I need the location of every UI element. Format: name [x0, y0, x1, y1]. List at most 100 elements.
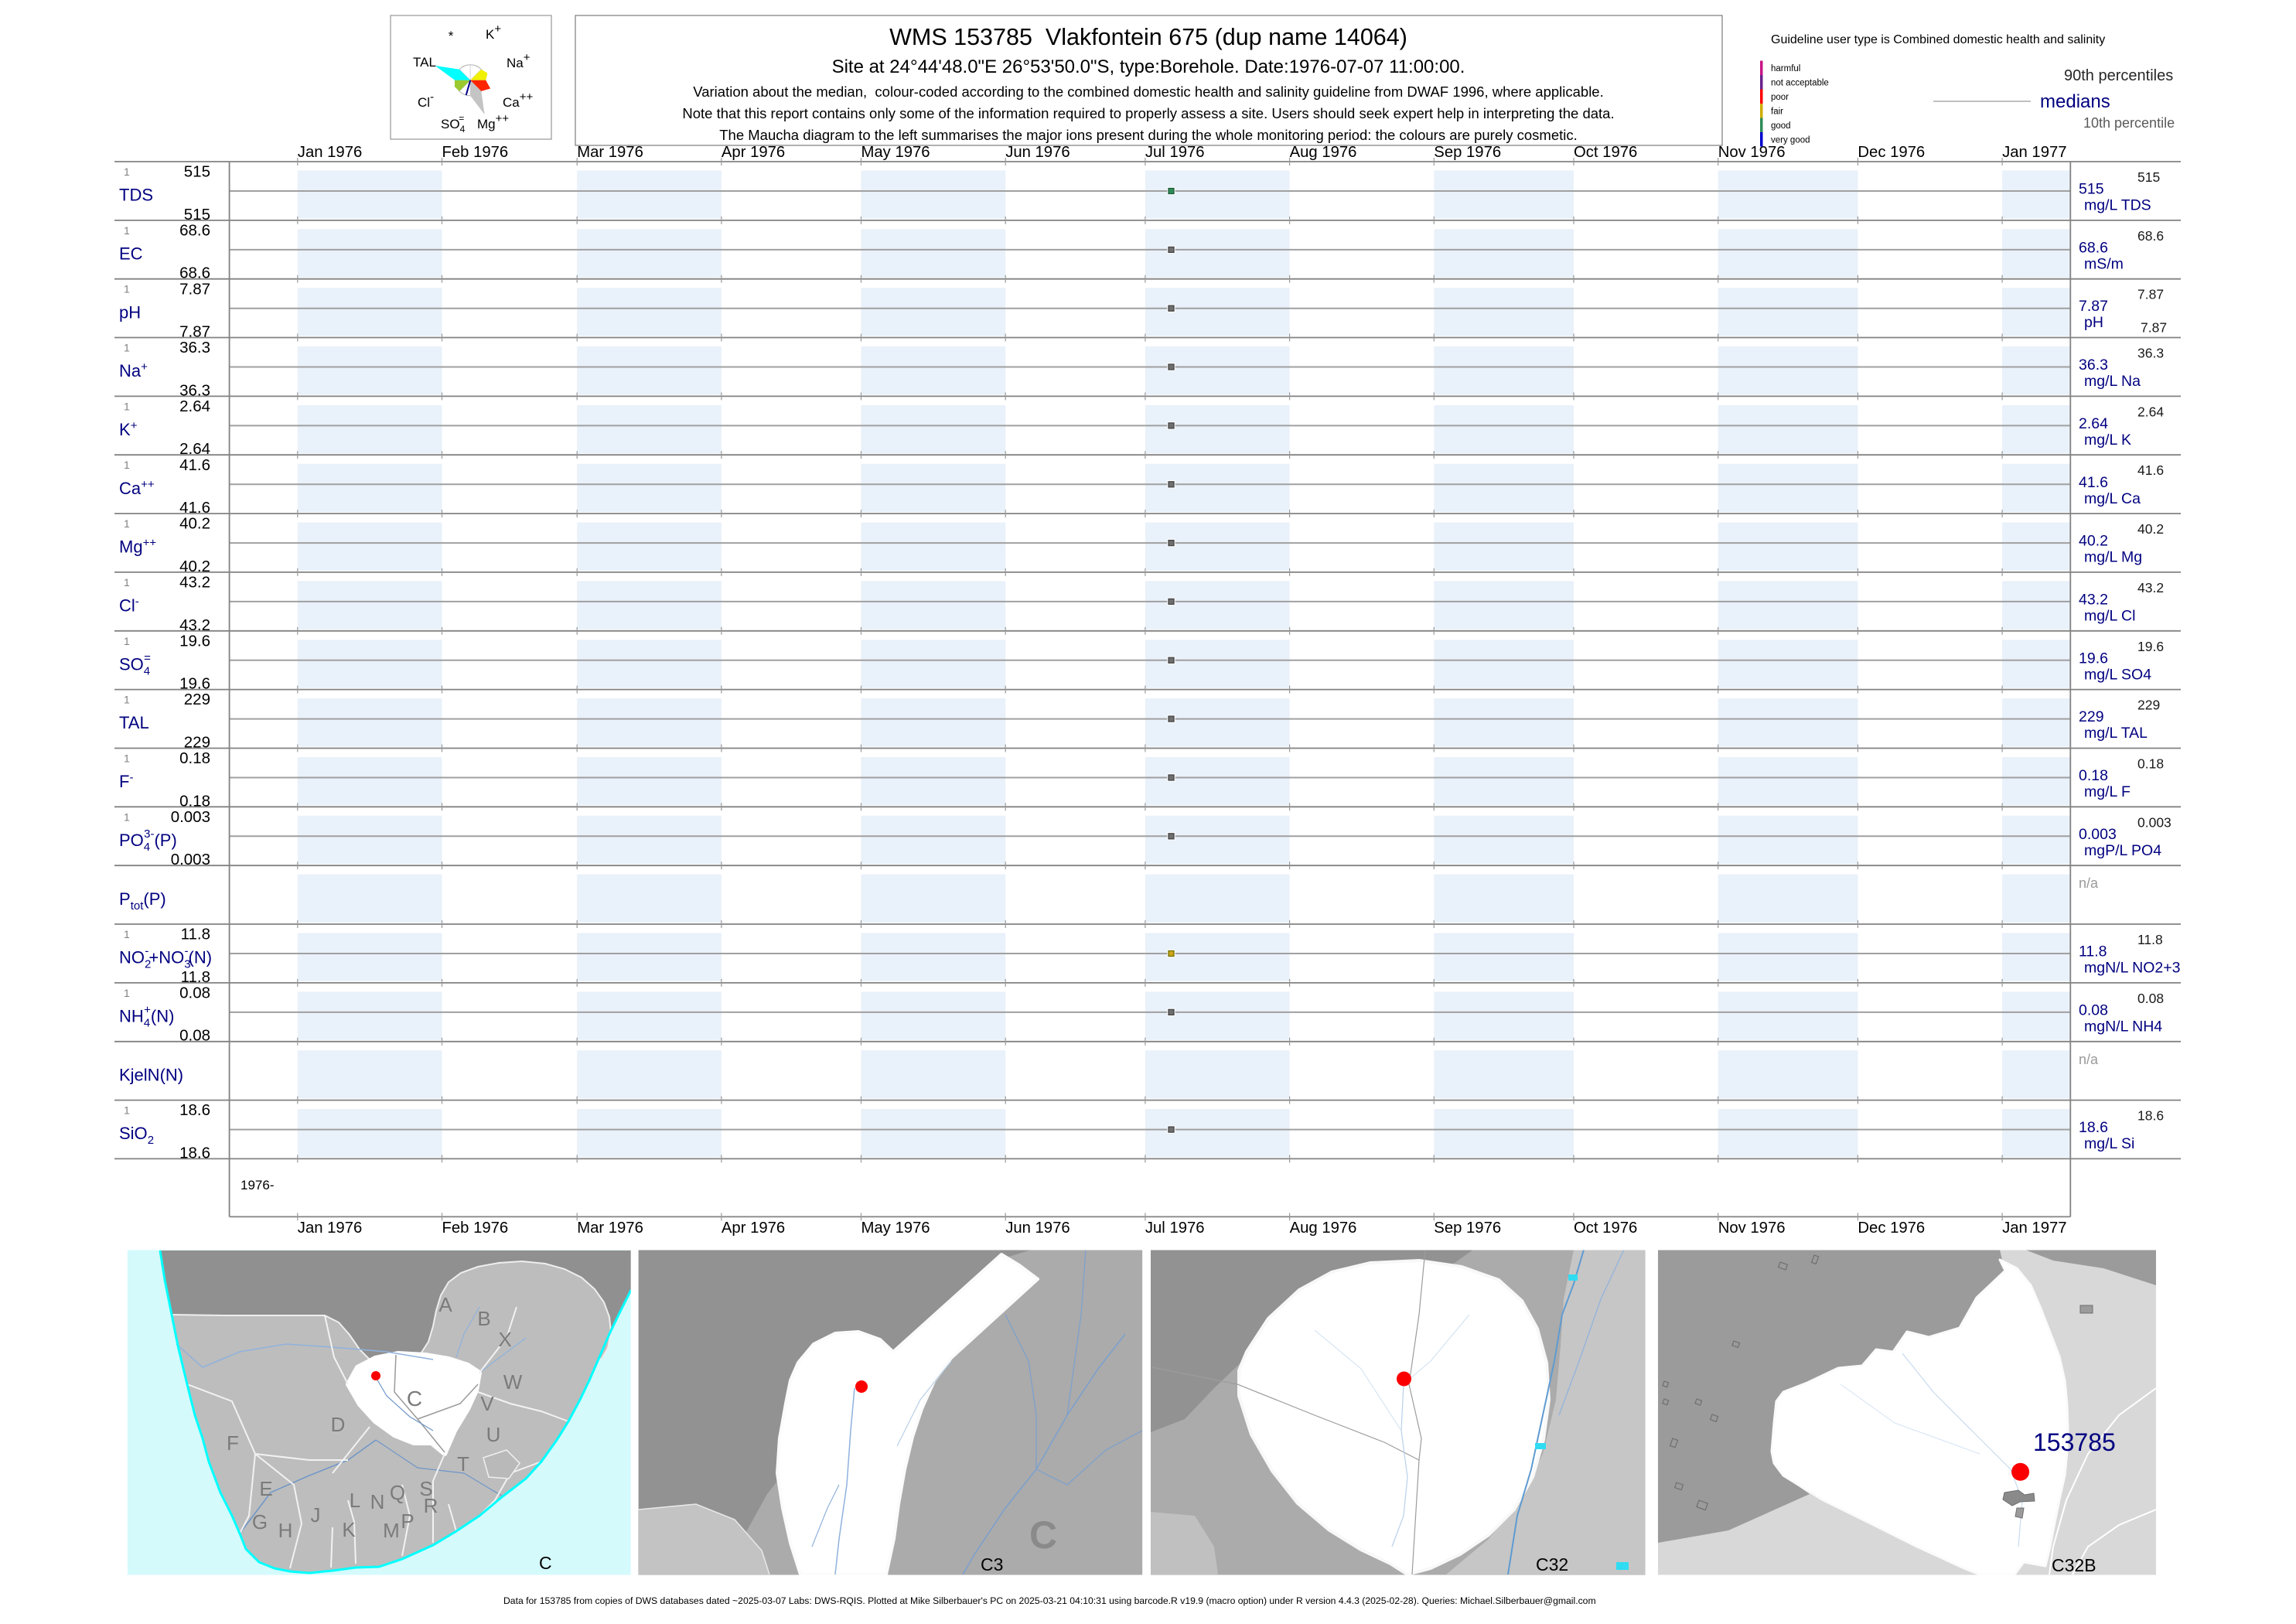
svg-text:TAL: TAL: [413, 55, 436, 70]
svg-text:2.64: 2.64: [179, 397, 210, 415]
svg-text:0.003: 0.003: [171, 808, 210, 826]
svg-text:11.8: 11.8: [2137, 932, 2163, 947]
svg-text:NO2-​+NO3-​(N): NO2-​+NO3-​(N): [119, 945, 212, 971]
svg-text:mg/L K: mg/L K: [2084, 432, 2131, 449]
svg-text:EC: EC: [119, 244, 143, 264]
svg-text:mg/L SO4: mg/L SO4: [2084, 666, 2151, 683]
svg-text:not acceptable: not acceptable: [1771, 78, 1829, 87]
svg-text:1: 1: [124, 517, 130, 530]
svg-text:43.2: 43.2: [2079, 591, 2108, 608]
svg-text:W: W: [503, 1370, 523, 1394]
svg-text:43.2: 43.2: [2137, 580, 2164, 595]
svg-text:very good: very good: [1771, 135, 1810, 145]
svg-text:Jan 1976: Jan 1976: [298, 144, 362, 161]
svg-text:36.3: 36.3: [2137, 346, 2164, 361]
svg-text:Feb 1976: Feb 1976: [442, 144, 509, 161]
svg-text:68.6: 68.6: [179, 264, 210, 282]
svg-text:Q: Q: [390, 1481, 405, 1504]
svg-text:Nov 1976: Nov 1976: [1718, 1220, 1786, 1237]
svg-text:H: H: [278, 1519, 293, 1542]
svg-text:18.6: 18.6: [2137, 1108, 2164, 1124]
svg-text:1: 1: [124, 400, 130, 412]
svg-text:18.6: 18.6: [2079, 1119, 2108, 1136]
svg-text:7.87: 7.87: [2079, 298, 2108, 315]
svg-text:515: 515: [2137, 169, 2160, 185]
svg-text:0.003: 0.003: [2079, 826, 2117, 843]
svg-text:19.6: 19.6: [2079, 650, 2108, 667]
svg-text:mgN/L NH4: mgN/L NH4: [2084, 1018, 2162, 1035]
svg-text:229: 229: [2079, 708, 2104, 725]
svg-text:Jan 1977: Jan 1977: [2002, 1220, 2066, 1237]
svg-text:19.6: 19.6: [179, 675, 210, 693]
svg-text:Cl-: Cl-: [418, 90, 434, 110]
svg-text:n/a: n/a: [2079, 875, 2099, 891]
svg-text:40.2: 40.2: [179, 515, 210, 533]
svg-text:Jan 1976: Jan 1976: [298, 1220, 362, 1237]
svg-text:Oct 1976: Oct 1976: [1574, 144, 1637, 161]
svg-text:mgP/L PO4: mgP/L PO4: [2084, 842, 2161, 859]
svg-text:medians: medians: [2040, 91, 2110, 112]
svg-text:P: P: [401, 1510, 414, 1533]
svg-text:Site at 24°44'48.0"E 26°53'50.: Site at 24°44'48.0"E 26°53'50.0"S, type:…: [832, 56, 1465, 77]
svg-text:7.87: 7.87: [2137, 287, 2164, 302]
svg-text:2.64: 2.64: [2137, 404, 2164, 419]
svg-text:K: K: [342, 1518, 356, 1541]
svg-text:7.87: 7.87: [179, 323, 210, 341]
svg-text:TDS: TDS: [119, 186, 153, 205]
svg-text:C32: C32: [1536, 1554, 1568, 1575]
svg-text:11.8: 11.8: [181, 968, 210, 986]
svg-text:N: N: [370, 1490, 385, 1513]
svg-text:U: U: [486, 1423, 501, 1446]
svg-text:68.6: 68.6: [179, 222, 210, 240]
svg-text:good: good: [1771, 121, 1791, 131]
svg-text:pH: pH: [119, 302, 141, 322]
svg-text:7.87: 7.87: [179, 280, 210, 298]
svg-text:mg/L F: mg/L F: [2084, 783, 2131, 800]
svg-text:PO43-​(P): PO43-​(P): [119, 827, 177, 854]
svg-text:41.6: 41.6: [179, 456, 210, 474]
svg-text:229: 229: [2137, 698, 2160, 713]
svg-text:Jun 1976: Jun 1976: [1005, 144, 1070, 161]
svg-text:*: *: [449, 29, 454, 43]
svg-text:mg/L TDS: mg/L TDS: [2084, 197, 2151, 214]
svg-text:D: D: [331, 1413, 346, 1436]
svg-text:The Maucha diagram to the left: The Maucha diagram to the left summarise…: [719, 127, 1578, 143]
svg-text:C32B: C32B: [2052, 1555, 2096, 1575]
svg-text:0.08: 0.08: [179, 1027, 210, 1045]
svg-text:153785: 153785: [2033, 1428, 2116, 1456]
svg-text:36.3: 36.3: [2079, 357, 2108, 374]
svg-text:7.87: 7.87: [2141, 320, 2167, 336]
svg-text:0.08: 0.08: [2137, 991, 2164, 1006]
svg-text:G: G: [252, 1510, 268, 1534]
svg-text:0.003: 0.003: [2137, 814, 2171, 830]
svg-text:1: 1: [124, 1104, 130, 1117]
svg-text:F: F: [227, 1431, 239, 1455]
svg-text:40.2: 40.2: [2079, 533, 2108, 550]
svg-text:B: B: [477, 1307, 490, 1330]
svg-text:Note that this report contains: Note that this report contains only some…: [682, 105, 1614, 121]
svg-text:1: 1: [124, 987, 130, 999]
svg-text:T: T: [457, 1452, 469, 1476]
svg-text:L: L: [350, 1489, 360, 1512]
svg-text:M: M: [383, 1519, 400, 1542]
svg-text:1: 1: [124, 283, 130, 295]
svg-text:mg/L Na: mg/L Na: [2084, 373, 2141, 390]
svg-text:43.2: 43.2: [179, 574, 210, 592]
svg-text:mg/L Ca: mg/L Ca: [2084, 490, 2141, 507]
svg-text:C: C: [1029, 1513, 1057, 1557]
svg-text:11.8: 11.8: [181, 926, 210, 943]
svg-text:Jun 1976: Jun 1976: [1005, 1220, 1070, 1237]
svg-text:2.64: 2.64: [179, 440, 210, 458]
svg-text:mS/m: mS/m: [2084, 255, 2124, 272]
svg-text:0.18: 0.18: [179, 792, 210, 810]
svg-text:0.18: 0.18: [179, 749, 210, 767]
svg-text:1: 1: [124, 342, 130, 354]
svg-text:Data for 153785 from copies of: Data for 153785 from copies of DWS datab…: [503, 1595, 1596, 1606]
svg-text:41.6: 41.6: [179, 499, 210, 517]
svg-text:harmful: harmful: [1771, 64, 1800, 73]
svg-text:Dec 1976: Dec 1976: [1858, 144, 1925, 161]
svg-text:36.3: 36.3: [179, 381, 210, 399]
svg-text:V: V: [480, 1392, 494, 1415]
svg-text:fair: fair: [1771, 107, 1783, 116]
svg-text:1: 1: [124, 810, 130, 823]
